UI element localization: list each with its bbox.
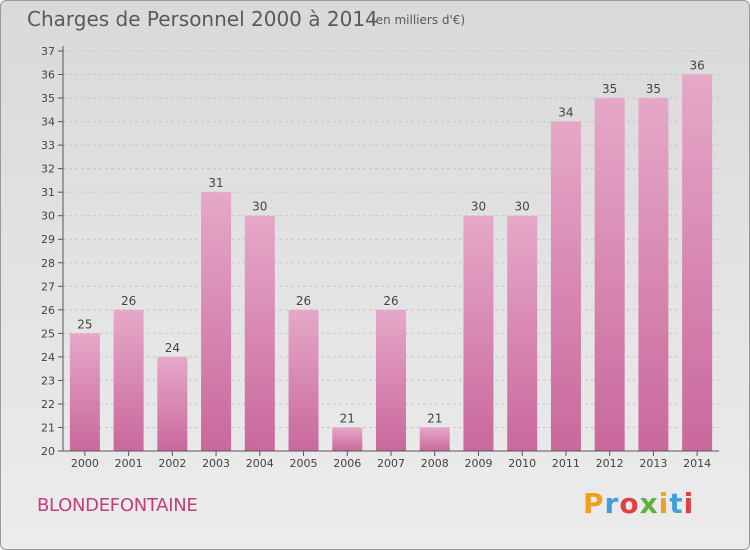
bar — [682, 74, 713, 451]
y-tick-label: 26 — [41, 304, 55, 317]
y-tick-label: 34 — [41, 116, 55, 129]
bar — [288, 309, 319, 451]
bar — [419, 427, 450, 451]
logo-letter: t — [669, 487, 684, 520]
x-tick-label: 2008 — [421, 457, 449, 470]
data-label: 26 — [121, 294, 136, 308]
data-label: 35 — [602, 82, 617, 96]
x-tick-label: 2009 — [464, 457, 492, 470]
bar — [332, 427, 363, 451]
x-tick-label: 2001 — [115, 457, 143, 470]
logo-letter: r — [604, 487, 620, 520]
x-tick-label: 2013 — [639, 457, 667, 470]
bars — [69, 74, 713, 452]
data-label: 21 — [340, 411, 355, 425]
data-label: 30 — [471, 200, 486, 214]
bar — [507, 215, 538, 451]
x-tick-label: 2011 — [552, 457, 580, 470]
x-tick-label: 2006 — [333, 457, 361, 470]
bar — [463, 215, 494, 451]
commune-name: BLONDEFONTAINE — [37, 495, 198, 516]
bar — [201, 192, 232, 452]
data-label: 35 — [646, 82, 661, 96]
data-label: 25 — [77, 317, 92, 331]
y-tick-label: 37 — [41, 45, 55, 58]
bar — [638, 98, 669, 451]
proxiti-logo: Proxiti — [583, 487, 694, 520]
y-tick-label: 21 — [41, 421, 55, 434]
chart-subtitle: (en milliers d'€) — [371, 13, 466, 27]
x-tick-label: 2014 — [683, 457, 711, 470]
data-label: 24 — [165, 341, 180, 355]
y-tick-label: 23 — [41, 374, 55, 387]
bar — [69, 333, 100, 451]
y-tick-label: 30 — [41, 210, 55, 223]
x-tick-labels: 2000 2001 2002 2003 2004 2005 2006 2007 2008 2009… — [71, 451, 711, 470]
data-labels: 25 26 24 31 30 26 21 26 21 30 30 34 35 35 36 — [77, 59, 705, 426]
y-tick-labels: 20 21 22 23 24 25 26 27 28 29 30 31 32 33 34 35 36 37 — [41, 45, 55, 458]
y-tick-label: 28 — [41, 257, 55, 270]
x-tick-label: 2005 — [290, 457, 318, 470]
data-label: 30 — [515, 200, 530, 214]
data-label: 26 — [296, 294, 311, 308]
data-label: 31 — [208, 176, 223, 190]
y-tick-label: 24 — [41, 351, 55, 364]
logo-letter: i — [683, 487, 695, 520]
x-tick-label: 2010 — [508, 457, 536, 470]
bar — [244, 215, 275, 451]
x-tick-label: 2012 — [596, 457, 624, 470]
x-tick-label: 2003 — [202, 457, 230, 470]
bar — [550, 121, 581, 452]
y-tick-label: 22 — [41, 398, 55, 411]
y-tick-label: 33 — [41, 139, 55, 152]
bar — [157, 356, 188, 451]
x-tick-label: 2000 — [71, 457, 99, 470]
bar — [594, 98, 625, 451]
chart-title: Charges de Personnel 2000 à 2014 — [27, 7, 378, 31]
y-tick-label: 35 — [41, 92, 55, 105]
y-tick-label: 36 — [41, 69, 55, 82]
data-label: 30 — [252, 200, 267, 214]
x-tick-label: 2007 — [377, 457, 405, 470]
y-tick-label: 25 — [41, 327, 55, 340]
y-tick-label: 32 — [41, 163, 55, 176]
data-label: 21 — [427, 411, 442, 425]
data-label: 36 — [689, 59, 704, 73]
y-tick-label: 29 — [41, 233, 55, 246]
data-label: 26 — [383, 294, 398, 308]
logo-letter: o — [619, 487, 640, 520]
logo-letter: x — [639, 487, 659, 520]
x-tick-label: 2004 — [246, 457, 274, 470]
y-tick-label: 20 — [41, 445, 55, 458]
x-tick-label: 2002 — [158, 457, 186, 470]
logo-letter: i — [658, 487, 670, 520]
data-label: 34 — [558, 106, 573, 120]
y-tick-label: 27 — [41, 280, 55, 293]
bar — [376, 309, 406, 451]
bar — [113, 309, 144, 451]
logo-letter: P — [583, 487, 605, 520]
y-tick-label: 31 — [41, 186, 55, 199]
